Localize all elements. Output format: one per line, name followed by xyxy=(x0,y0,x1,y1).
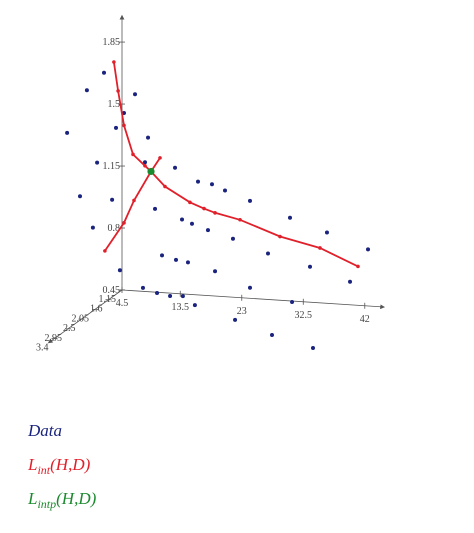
legend-entry: Lintp(H,D) xyxy=(27,489,97,511)
point xyxy=(205,228,210,233)
y-tick-label: 3.4 xyxy=(36,342,49,353)
x-tick-label: 23 xyxy=(237,306,247,317)
point xyxy=(78,194,82,199)
point xyxy=(288,215,293,220)
z-tick-label: 0.45 xyxy=(103,285,121,296)
point xyxy=(180,217,185,222)
point xyxy=(140,285,145,290)
line-vertex xyxy=(202,206,206,211)
x-axis xyxy=(121,289,385,310)
x-tick-label: 4.5 xyxy=(116,298,129,309)
y-axis xyxy=(47,289,123,344)
point xyxy=(366,247,371,252)
point xyxy=(348,279,353,284)
point xyxy=(265,251,270,256)
point xyxy=(173,257,178,262)
point xyxy=(308,264,313,269)
point xyxy=(185,260,190,265)
line-vertex xyxy=(318,246,322,250)
line-vertex xyxy=(163,184,167,189)
line-vertex xyxy=(213,211,217,215)
line-vertex xyxy=(143,163,147,168)
legend-text: L xyxy=(27,455,37,474)
point xyxy=(84,88,89,93)
line-vertex xyxy=(132,198,136,203)
z-tick-label: 1.15 xyxy=(103,161,121,172)
line-vertex xyxy=(131,152,135,157)
legend-sub: int xyxy=(37,463,50,477)
z-tick-label: 1.85 xyxy=(103,37,121,48)
point xyxy=(102,70,106,75)
legend-sub: intp xyxy=(37,497,56,511)
line-vertex xyxy=(188,200,192,205)
point xyxy=(173,165,178,170)
point xyxy=(153,206,158,211)
point xyxy=(269,333,274,338)
point xyxy=(122,111,127,116)
line-vertex xyxy=(122,221,126,225)
line-vertex xyxy=(238,217,242,222)
line-vertex xyxy=(158,156,162,160)
point xyxy=(213,269,218,274)
point xyxy=(290,299,295,304)
point xyxy=(160,253,165,258)
line-vertex xyxy=(112,60,116,64)
point xyxy=(147,167,155,176)
x-tick-label: 32.5 xyxy=(295,310,313,321)
line xyxy=(104,61,359,268)
x-tick-label: 13.5 xyxy=(172,302,190,313)
point xyxy=(209,182,214,187)
point xyxy=(168,293,173,298)
point xyxy=(114,125,118,130)
point xyxy=(223,188,228,193)
legend-text: (H,D) xyxy=(50,455,90,474)
point xyxy=(95,160,100,165)
point xyxy=(230,236,235,241)
legend-entry: Data xyxy=(27,421,62,440)
point xyxy=(180,294,185,299)
point xyxy=(247,198,252,203)
point xyxy=(247,285,252,290)
legend-text: L xyxy=(27,489,37,508)
legend-text: (H,D) xyxy=(56,489,96,508)
point xyxy=(133,92,138,97)
z-tick-label: 1.5 xyxy=(108,99,121,110)
z-tick-label: 0.8 xyxy=(108,223,121,234)
point xyxy=(196,179,201,184)
point xyxy=(142,160,147,165)
point xyxy=(117,268,122,273)
line-vertex xyxy=(116,89,120,93)
point xyxy=(324,230,329,235)
point xyxy=(155,290,160,295)
line-vertex xyxy=(122,123,126,128)
line-vertex xyxy=(103,249,107,253)
point xyxy=(90,225,95,230)
point xyxy=(233,317,238,322)
point xyxy=(189,221,194,226)
point xyxy=(110,197,115,202)
point xyxy=(192,303,197,308)
point xyxy=(146,135,151,140)
point xyxy=(65,130,70,135)
x-tick-label: 42 xyxy=(360,314,370,325)
line-vertex xyxy=(278,234,282,239)
point xyxy=(310,346,315,351)
legend-entry: Lint(H,D) xyxy=(27,455,91,477)
line-vertex xyxy=(356,264,360,269)
